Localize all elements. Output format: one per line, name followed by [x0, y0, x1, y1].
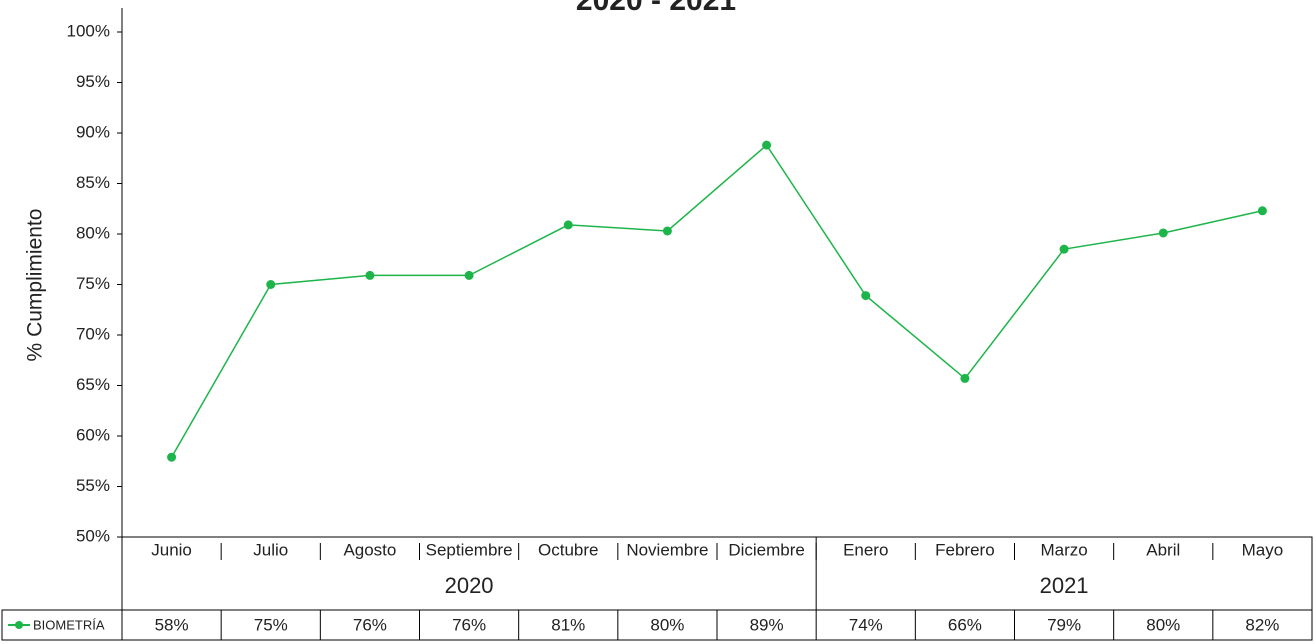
x-tick-label: Enero: [843, 540, 888, 559]
data-label: 58%: [155, 615, 189, 634]
data-point: [1158, 228, 1168, 238]
data-point: [861, 291, 871, 301]
x-tick-label: Mayo: [1242, 540, 1284, 559]
data-point: [365, 270, 375, 280]
legend-marker: [15, 621, 23, 629]
data-label: 74%: [849, 615, 883, 634]
x-tick-label: Junio: [151, 540, 192, 559]
chart-title: 2020 - 2021: [576, 0, 736, 17]
series-line: [170, 143, 1263, 458]
x-tick-label: Diciembre: [728, 540, 805, 559]
data-point: [662, 226, 672, 236]
y-tick-label: 75%: [76, 274, 110, 293]
data-point: [167, 452, 177, 462]
x-tick-label: Octubre: [538, 540, 598, 559]
y-tick-label: 100%: [67, 21, 110, 40]
x-tick-label: Abril: [1146, 540, 1180, 559]
y-tick-label: 70%: [76, 324, 110, 343]
y-tick-label: 55%: [76, 476, 110, 495]
data-point: [762, 140, 772, 150]
y-tick-label: 65%: [76, 375, 110, 394]
x-tick-label: Marzo: [1040, 540, 1087, 559]
data-label: 76%: [353, 615, 387, 634]
data-label: 81%: [551, 615, 585, 634]
y-tick-label: 95%: [76, 72, 110, 91]
data-label: 80%: [1146, 615, 1180, 634]
x-tick-label: Septiembre: [426, 540, 513, 559]
data-label: 66%: [948, 615, 982, 634]
data-label: 80%: [650, 615, 684, 634]
legend-label: BIOMETRÍA: [33, 617, 105, 632]
x-tick-label: Febrero: [935, 540, 995, 559]
x-tick-label: Julio: [253, 540, 288, 559]
data-point: [563, 220, 573, 230]
data-point: [266, 280, 276, 289]
data-label: 75%: [254, 615, 288, 634]
data-label: 76%: [452, 615, 486, 634]
y-tick-label: 85%: [76, 173, 110, 192]
data-point: [1257, 206, 1267, 216]
data-point: [1059, 244, 1069, 254]
x-tick-label: Agosto: [343, 540, 396, 559]
x-tick-label: Noviembre: [626, 540, 708, 559]
y-tick-label: 50%: [76, 526, 110, 545]
y-tick-label: 80%: [76, 223, 110, 242]
year-label: 2020: [445, 573, 494, 598]
data-label: 89%: [750, 615, 784, 634]
data-point: [464, 270, 474, 280]
y-tick-label: 60%: [76, 425, 110, 444]
legend-cell: [1, 609, 123, 641]
data-point: [960, 373, 970, 383]
data-label: 79%: [1047, 615, 1081, 634]
y-tick-label: 90%: [76, 122, 110, 141]
y-axis-label: % Cumplimiento: [24, 209, 47, 362]
year-label: 2021: [1040, 573, 1089, 598]
data-label: 82%: [1245, 615, 1279, 634]
